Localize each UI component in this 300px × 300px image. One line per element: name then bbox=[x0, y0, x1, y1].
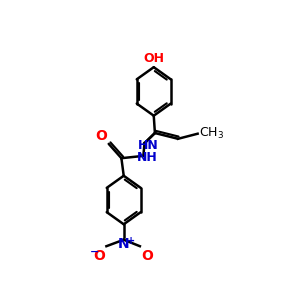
Text: O: O bbox=[141, 249, 153, 263]
Text: NH: NH bbox=[136, 151, 157, 164]
Text: CH$_3$: CH$_3$ bbox=[199, 125, 224, 141]
Text: −: − bbox=[90, 247, 100, 257]
Text: N: N bbox=[118, 237, 130, 251]
Text: +: + bbox=[127, 236, 135, 246]
Text: OH: OH bbox=[143, 52, 164, 65]
Text: HN: HN bbox=[138, 139, 158, 152]
Text: O: O bbox=[96, 129, 108, 143]
Text: O: O bbox=[93, 249, 105, 263]
